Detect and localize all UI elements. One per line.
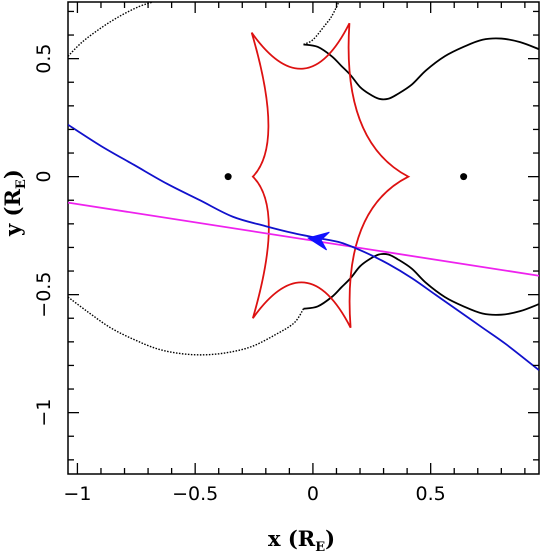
lens-trajectory-line [68, 123, 539, 371]
y-tick-label: 0.5 [33, 44, 55, 74]
curves-layer [68, 2, 539, 371]
tick-labels-layer: −1 −0.5 0 0.5 −1 −0.5 0 0.5 [33, 44, 446, 505]
x-tick-label: −1 [63, 483, 91, 505]
caustic-curve [250, 22, 411, 329]
y-tick-label: −0.5 [33, 272, 55, 318]
critical-curve-lower [303, 253, 539, 316]
lens-point-1 [224, 173, 232, 181]
x-tick-label: −0.5 [172, 483, 218, 505]
critical-curve-upper [303, 37, 539, 101]
x-axis-label: x (RE) [268, 526, 335, 555]
source-trajectory-line [68, 201, 539, 277]
plot-frame [67, 1, 540, 475]
lens-point-2 [460, 173, 468, 181]
y-tick-label: 0 [33, 171, 55, 183]
critical-curve-lower-dotted [68, 296, 305, 356]
x-tick-label: 0 [307, 483, 319, 505]
ticks-layer [68, 2, 539, 474]
critical-curve-upper-dotted-inner [303, 2, 340, 46]
y-axis-label: y (RE) [0, 169, 29, 237]
x-tick-label: 0.5 [416, 483, 446, 505]
direction-arrow [307, 231, 330, 251]
critical-curve-upper-dotted [68, 2, 154, 57]
y-tick-label: −1 [33, 399, 55, 427]
